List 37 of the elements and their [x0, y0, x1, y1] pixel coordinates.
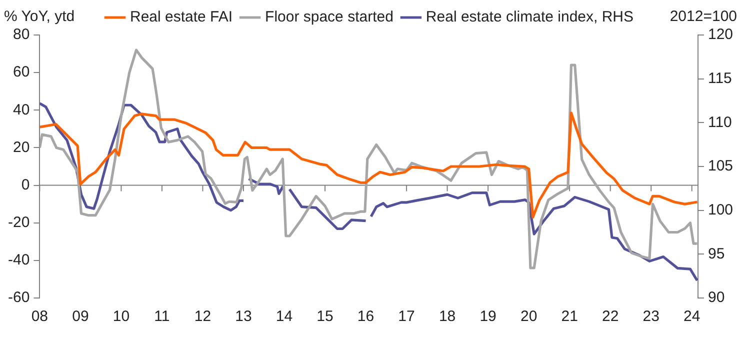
x-tick-label: 18: [438, 308, 456, 326]
x-tick-label: 09: [72, 308, 89, 326]
x-tick-label: 14: [276, 308, 293, 326]
y2-axis-title: 2012=100: [670, 8, 737, 25]
x-tick-label: 10: [112, 308, 130, 326]
y2-tick-label: 120: [708, 26, 734, 44]
y-tick-label: 20: [12, 138, 30, 156]
y2-tick-label: 95: [708, 245, 725, 262]
y-tick-label: 60: [12, 64, 30, 81]
y2-tick-label: 115: [708, 70, 732, 87]
x-tick-label: 13: [235, 308, 252, 326]
x-tick-label: 21: [561, 308, 578, 326]
legend-label: Real estate climate index, RHS: [426, 8, 634, 26]
x-tick-label: 15: [316, 308, 334, 326]
y2-tick-label: 105: [708, 158, 734, 175]
x-tick-label: 24: [684, 308, 700, 326]
x-tick-label: 11: [154, 308, 170, 326]
x-tick-label: 17: [398, 308, 415, 326]
x-tick-label: 08: [31, 308, 48, 326]
x-tick-label: 12: [194, 308, 212, 326]
y2-tick-label: 90: [708, 289, 725, 306]
y-tick-label: 40: [12, 101, 30, 118]
y-tick-label: 0: [21, 176, 30, 194]
y-axis-title: % YoY, ytd: [4, 8, 75, 25]
y-tick-label: -60: [8, 289, 30, 306]
x-tick-label: 20: [520, 308, 538, 326]
x-tick-label: 23: [642, 308, 660, 326]
y-tick-label: 80: [12, 26, 30, 44]
legend-label: Real estate FAI: [130, 8, 233, 26]
y-tick-label: -20: [8, 214, 30, 231]
x-tick-label: 16: [357, 308, 374, 326]
y-tick-label: -40: [8, 252, 30, 269]
y2-tick-label: 100: [708, 201, 734, 218]
x-tick-label: 22: [602, 308, 619, 326]
x-tick-label: 19: [480, 308, 496, 326]
legend-label: Floor space started: [265, 8, 394, 26]
y2-tick-label: 110: [708, 114, 732, 131]
